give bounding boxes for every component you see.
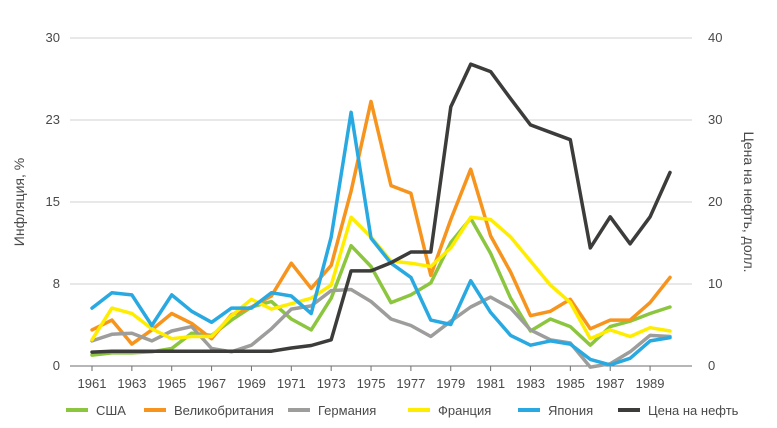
right-y-tick-label: 30 <box>708 112 722 127</box>
legend-label: США <box>96 403 126 418</box>
legend-label: Япония <box>548 403 593 418</box>
left-y-axis: 0 8 15 23 30 <box>46 30 60 373</box>
x-tick-label: 1975 <box>357 376 386 391</box>
legend-label: Германия <box>318 403 376 418</box>
left-y-tick-label: 0 <box>53 358 60 373</box>
x-tick-label: 1983 <box>516 376 545 391</box>
right-y-tick-label: 0 <box>708 358 715 373</box>
x-axis: 1961 1963 1965 1967 1969 1971 1973 1975 1977 1979… <box>78 366 665 391</box>
series-lines <box>90 62 672 369</box>
legend-label: Франция <box>438 403 491 418</box>
right-y-tick-label: 40 <box>708 30 722 45</box>
right-y-tick-label: 20 <box>708 194 722 209</box>
x-tick-label: 1965 <box>157 376 186 391</box>
right-y-tick-label: 10 <box>708 276 722 291</box>
series-line <box>90 216 672 357</box>
series-line <box>90 62 672 354</box>
left-y-tick-label: 30 <box>46 30 60 45</box>
x-tick-label: 1981 <box>476 376 505 391</box>
series-line <box>90 110 672 367</box>
x-tick-label: 1989 <box>636 376 665 391</box>
left-y-tick-label: 8 <box>53 276 60 291</box>
x-tick-label: 1969 <box>237 376 266 391</box>
legend-label: Цена на нефть <box>648 403 739 418</box>
x-tick-label: 1977 <box>396 376 425 391</box>
x-tick-label: 1967 <box>197 376 226 391</box>
x-tick-label: 1971 <box>277 376 306 391</box>
x-tick-label: 1961 <box>78 376 107 391</box>
legend: США Великобритания Германия Франция Япония Це… <box>66 403 739 418</box>
left-y-tick-label: 15 <box>46 194 60 209</box>
gridlines <box>70 37 692 367</box>
x-tick-label: 1987 <box>596 376 625 391</box>
x-tick-label: 1979 <box>436 376 465 391</box>
x-tick-label: 1973 <box>317 376 346 391</box>
left-y-tick-label: 23 <box>46 112 60 127</box>
x-tick-label: 1963 <box>117 376 146 391</box>
right-y-axis: 0 10 20 30 40 <box>708 30 722 373</box>
right-y-axis-title: Цена на нефть, долл. <box>741 131 757 272</box>
series-line <box>90 99 672 346</box>
legend-label: Великобритания <box>174 403 274 418</box>
x-tick-label: 1985 <box>556 376 585 391</box>
left-y-axis-title: Инфляция, % <box>11 158 27 246</box>
